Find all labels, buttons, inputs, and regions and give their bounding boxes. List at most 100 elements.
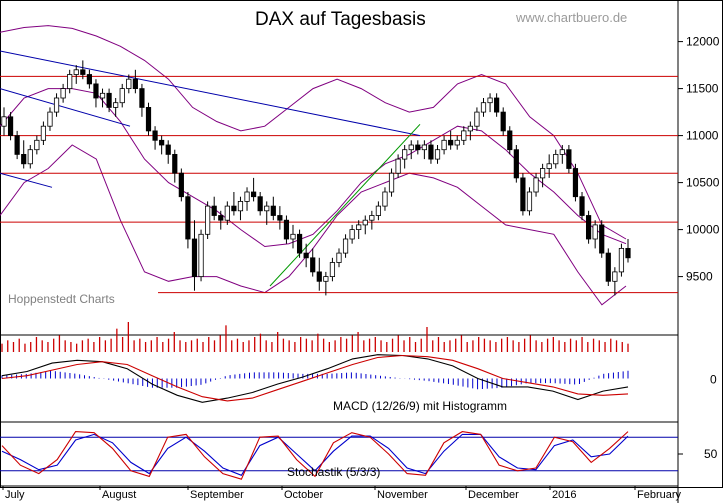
candle-body bbox=[113, 102, 119, 108]
candle-body bbox=[159, 139, 165, 146]
y-tick-label: 12000 bbox=[686, 35, 720, 49]
candle-body bbox=[546, 163, 552, 169]
candle-body bbox=[244, 191, 250, 202]
candle-body bbox=[526, 191, 533, 212]
candle-body bbox=[198, 233, 204, 278]
candle-body bbox=[375, 205, 382, 216]
stoch-tick-label: 50 bbox=[704, 447, 718, 461]
candle-body bbox=[283, 219, 290, 240]
candle-body bbox=[362, 219, 368, 226]
candle-body bbox=[625, 247, 631, 259]
trendline-0 bbox=[0, 50, 421, 137]
candle-body bbox=[67, 74, 73, 89]
y-tick-label: 9500 bbox=[686, 270, 713, 284]
candle-body bbox=[461, 130, 467, 141]
bollinger-lower bbox=[0, 144, 627, 306]
candle-body bbox=[290, 233, 296, 240]
candle-body bbox=[172, 153, 178, 174]
candle-body bbox=[553, 153, 559, 165]
candle-body bbox=[342, 238, 349, 254]
candle-body bbox=[382, 191, 388, 207]
candle-body bbox=[205, 205, 211, 235]
month-label: October bbox=[284, 489, 323, 501]
candle-body bbox=[185, 196, 191, 240]
watermark: www.chartbuero.de bbox=[515, 10, 627, 25]
candle-body bbox=[323, 276, 329, 282]
candle-body bbox=[257, 196, 263, 212]
candle-body bbox=[408, 144, 414, 151]
candle-body bbox=[415, 144, 421, 151]
candle-body bbox=[139, 88, 145, 108]
month-label: September bbox=[190, 489, 244, 501]
candle-body bbox=[592, 224, 598, 240]
trendline-3 bbox=[269, 123, 421, 287]
candle-body bbox=[191, 238, 198, 277]
candle-body bbox=[454, 139, 460, 146]
candle-body bbox=[467, 125, 473, 132]
candle-body bbox=[231, 205, 237, 212]
candle-body bbox=[250, 191, 257, 198]
macd-line bbox=[1, 354, 629, 403]
candle-body bbox=[270, 205, 276, 216]
candle-body bbox=[520, 177, 526, 212]
candle-body bbox=[93, 83, 99, 99]
candle-body bbox=[618, 247, 625, 273]
candle-body bbox=[277, 215, 283, 221]
month-label: 2016 bbox=[552, 489, 576, 501]
candle-body bbox=[21, 153, 27, 165]
chart-title: DAX auf Tagesbasis bbox=[255, 9, 426, 30]
candle-body bbox=[513, 149, 519, 179]
candle-body bbox=[395, 158, 401, 174]
candle-body bbox=[572, 168, 579, 198]
candle-body bbox=[34, 139, 40, 151]
candle-body bbox=[388, 172, 395, 193]
candle-body bbox=[211, 205, 217, 216]
candle-body bbox=[86, 74, 92, 85]
candle-body bbox=[434, 149, 441, 160]
candle-body bbox=[356, 224, 362, 230]
candle-body bbox=[448, 139, 454, 146]
candle-body bbox=[73, 69, 79, 75]
month-label: February bbox=[637, 489, 682, 501]
y-tick-label: 11500 bbox=[686, 82, 719, 96]
candle-body bbox=[310, 257, 316, 273]
candle-body bbox=[178, 172, 184, 198]
candle-body bbox=[494, 97, 500, 113]
source-label: Hoppenstedt Charts bbox=[8, 292, 115, 306]
month-label: July bbox=[5, 489, 25, 501]
candle-body bbox=[474, 111, 480, 127]
candle-body bbox=[99, 92, 106, 99]
stoch-k-line bbox=[1, 431, 629, 480]
candle-body bbox=[40, 125, 47, 141]
month-label: November bbox=[377, 489, 428, 501]
candle-body bbox=[132, 78, 138, 89]
candle-body bbox=[218, 215, 224, 221]
candle-body bbox=[106, 92, 112, 108]
candle-body bbox=[533, 177, 539, 193]
candle-body bbox=[612, 271, 618, 282]
month-label: August bbox=[102, 489, 136, 501]
bollinger-middle bbox=[0, 88, 627, 248]
candle-body bbox=[487, 97, 493, 104]
candle-body bbox=[126, 78, 132, 89]
candle-body bbox=[303, 252, 309, 259]
candle-body bbox=[579, 196, 585, 216]
candle-body bbox=[145, 107, 152, 132]
candle-body bbox=[605, 252, 611, 282]
candle-body bbox=[480, 102, 487, 113]
candle-body bbox=[7, 116, 14, 137]
trendline-1 bbox=[0, 88, 131, 127]
stoch-label: Stochastik (5/3/3) bbox=[287, 465, 380, 479]
candle-body bbox=[47, 111, 53, 127]
candle-body bbox=[507, 130, 513, 151]
candle-body bbox=[329, 262, 336, 278]
candle-body bbox=[500, 111, 506, 132]
candle-body bbox=[402, 149, 408, 160]
candle-body bbox=[585, 215, 592, 240]
candle-body bbox=[53, 97, 60, 113]
month-label: December bbox=[468, 489, 519, 501]
candle-body bbox=[296, 233, 303, 254]
candle-body bbox=[152, 130, 158, 141]
candle-body bbox=[60, 88, 66, 99]
